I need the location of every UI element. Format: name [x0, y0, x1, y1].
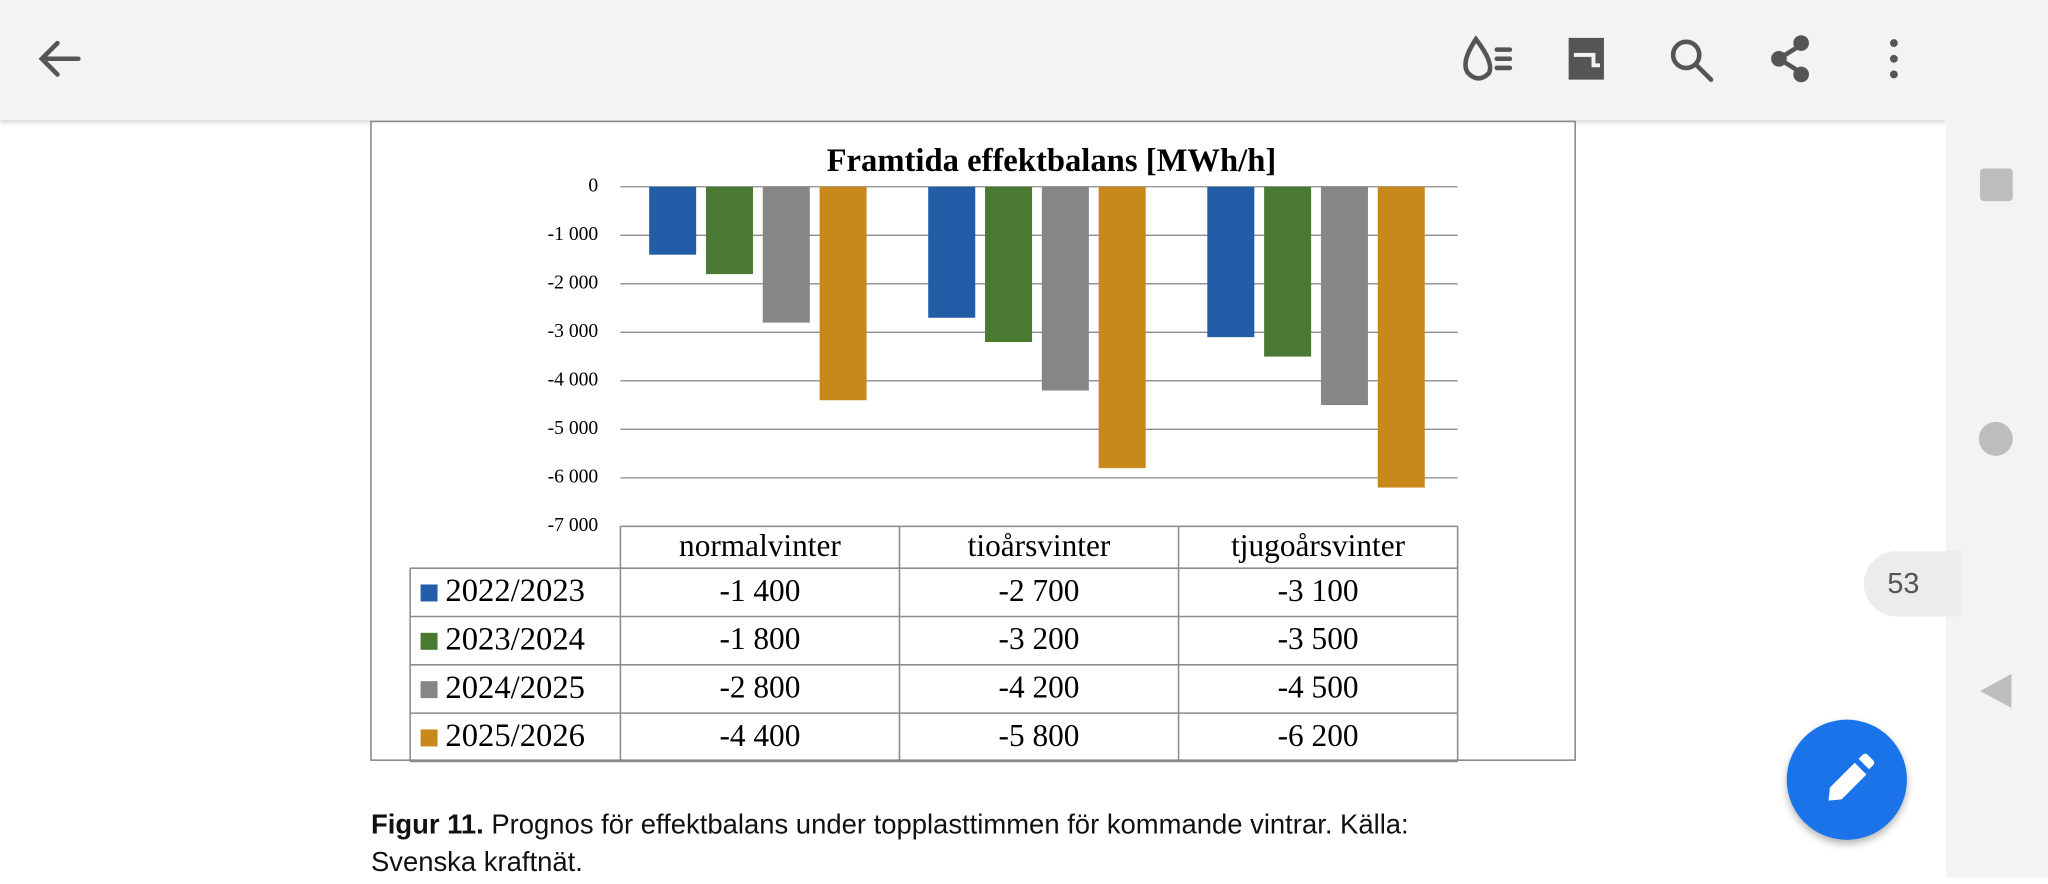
bar — [1041, 186, 1089, 391]
data-label: -5 800 — [999, 718, 1080, 753]
y-tick-label: -2 000 — [548, 272, 599, 293]
y-tick-label: -1 000 — [548, 224, 599, 245]
bar — [1098, 186, 1146, 469]
bar — [705, 186, 753, 275]
nav-back-button[interactable] — [1980, 673, 2012, 708]
toolbar-icons — [38, 35, 1898, 83]
share-button[interactable] — [1771, 35, 1809, 83]
bar — [819, 186, 867, 401]
data-label: -3 100 — [1278, 573, 1359, 608]
data-label: -3 500 — [1278, 621, 1359, 656]
bar — [649, 186, 697, 255]
toolbar — [0, 0, 1947, 121]
data-label: -4 400 — [719, 718, 800, 753]
y-tick-label: -4 000 — [548, 369, 599, 390]
more-button[interactable] — [1889, 39, 1898, 79]
bar — [1264, 186, 1312, 357]
data-label: -2 800 — [719, 669, 800, 704]
reading-mode-button[interactable] — [1463, 35, 1513, 81]
x-tick-label: normalvinter — [679, 528, 841, 563]
edit-icon — [1828, 753, 1875, 801]
data-label: -2 700 — [999, 573, 1080, 608]
legend-label: 2022/2023 — [445, 573, 585, 609]
chart: Framtida effektbalans [MWh/h] 0 -1 000 -2 … — [370, 120, 1576, 763]
page-number: 53 — [1863, 551, 1962, 617]
bar — [1377, 186, 1425, 488]
x-tick-label: tjugoårsvinter — [1231, 528, 1406, 563]
data-label: -4 500 — [1278, 669, 1359, 704]
caption-text: Prognos för effektbalans under topplastt… — [370, 809, 1409, 878]
layout-button[interactable] — [1568, 37, 1604, 80]
bar — [928, 186, 976, 318]
caption: Figur 11. Prognos för effektbalans under… — [371, 806, 1520, 882]
legend-swatch — [420, 632, 438, 650]
bar — [1320, 186, 1368, 406]
bar — [762, 186, 810, 323]
recents-button[interactable] — [1980, 168, 2013, 202]
data-label: -4 200 — [999, 669, 1080, 704]
nav-bar — [1946, 0, 2048, 878]
chart-title: Framtida effektbalans [MWh/h] — [827, 143, 1277, 179]
caption-label: Figur 11. — [370, 809, 484, 840]
y-tick-label: -7 000 — [548, 515, 599, 536]
legend-swatch — [420, 729, 438, 747]
data-label: -1 800 — [719, 621, 800, 656]
data-label: -6 200 — [1278, 718, 1359, 753]
x-tick-label: tioårsvinter — [968, 528, 1111, 563]
y-tick-label: -5 000 — [548, 418, 599, 439]
home-button[interactable] — [1978, 421, 2013, 456]
data-label: -1 400 — [719, 573, 800, 608]
y-tick-label: -6 000 — [548, 466, 599, 487]
legend-label: 2024/2025 — [445, 670, 585, 706]
edit-button[interactable] — [1786, 719, 1907, 840]
legend-swatch — [420, 681, 438, 699]
y-tick-label: -3 000 — [548, 321, 599, 342]
back-button[interactable] — [38, 40, 81, 77]
bar — [985, 186, 1033, 343]
y-tick-label: 0 — [588, 175, 598, 196]
legend-label: 2025/2026 — [445, 718, 585, 754]
nav-icons — [1978, 168, 2013, 708]
data-label: -3 200 — [999, 621, 1080, 656]
legend-swatch — [420, 584, 438, 602]
search-button[interactable] — [1670, 39, 1702, 71]
legend-label: 2023/2024 — [445, 621, 585, 657]
bar — [1207, 186, 1255, 338]
